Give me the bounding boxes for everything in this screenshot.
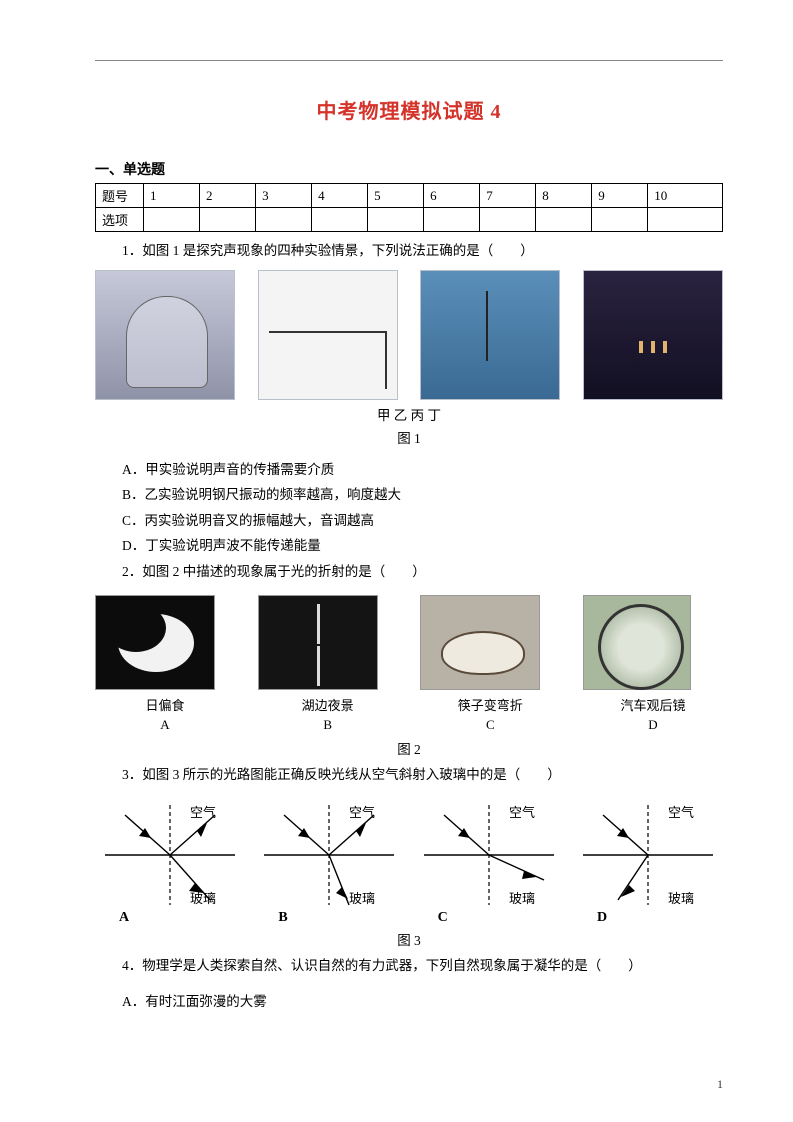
row-label: 题号 [96,184,144,208]
refraction-diagram-c-icon: 空气 玻璃 [414,795,564,925]
page-number: 1 [717,1077,723,1092]
q2-fig-label: 图 2 [95,739,723,762]
caption: 日偏食 [145,698,184,713]
header-rule [95,60,723,61]
table-cell [368,208,424,232]
option-letter: D [648,717,657,732]
table-cell: 4 [312,184,368,208]
option-letter: C [438,910,448,926]
bent-chopstick-icon [420,595,540,690]
svg-text:空气: 空气 [668,805,694,820]
candle-sound-icon [583,270,723,400]
q3-stem: 3．如图 3 所示的光路图能正确反映光线从空气斜射入玻璃中的是（ ） [95,762,723,788]
caption: 筷子变弯折 [458,698,523,713]
solar-eclipse-icon [95,595,215,690]
row-label: 选项 [96,208,144,232]
svg-text:玻璃: 玻璃 [190,891,216,906]
option-letter: B [323,717,332,732]
option-letter: B [278,910,287,926]
q2-image-row: 日偏食 A 湖边夜景 B 筷子变弯折 C 汽车观后镜 D [95,595,723,735]
table-row: 选项 [96,208,723,232]
table-cell: 1 [144,184,200,208]
q3-option-a: 空气 玻璃 A [95,795,245,930]
q1-fig-甲 [95,270,235,405]
ruler-vibration-icon [258,270,398,400]
q3-fig-label: 图 3 [95,930,723,953]
q1-fig-label: 图 1 [95,428,723,451]
table-cell [480,208,536,232]
caption: 湖边夜景 [302,698,354,713]
q2-label-c: 筷子变弯折 C [420,696,560,735]
table-cell: 3 [256,184,312,208]
table-cell [200,208,256,232]
table-cell [424,208,480,232]
table-cell [144,208,200,232]
q2-label-d: 汽车观后镜 D [583,696,723,735]
q1-image-row [95,270,723,405]
option-letter: D [597,910,607,926]
section-heading: 一、单选题 [95,159,723,179]
tuning-fork-icon [420,270,560,400]
svg-text:玻璃: 玻璃 [668,891,694,906]
q2-option-a: 日偏食 A [95,595,235,735]
table-row: 题号 1 2 3 4 5 6 7 8 9 10 [96,184,723,208]
table-cell: 2 [200,184,256,208]
svg-text:玻璃: 玻璃 [349,891,375,906]
bell-jar-icon [95,270,235,400]
svg-text:玻璃: 玻璃 [509,891,535,906]
table-cell: 8 [536,184,592,208]
option-letter: A [160,717,169,732]
q4-option-a: A．有时江面弥漫的大雾 [122,989,723,1015]
q1-fig-丁 [583,270,723,405]
q1-option-b: B．乙实验说明钢尺振动的频率越高，响度越大 [122,482,723,508]
table-cell [648,208,723,232]
q1-fig-丙 [420,270,560,405]
option-letter: C [486,717,495,732]
q2-option-c: 筷子变弯折 C [420,595,560,735]
table-cell: 9 [592,184,648,208]
table-cell: 5 [368,184,424,208]
q2-stem: 2．如图 2 中描述的现象属于光的折射的是（ ） [95,559,723,585]
q4-stem: 4．物理学是人类探索自然、认识自然的有力武器，下列自然现象属于凝华的是（ ） [95,953,723,979]
lake-reflection-icon [258,595,378,690]
table-cell [536,208,592,232]
q1-option-d: D．丁实验说明声波不能传递能量 [122,533,723,559]
refraction-diagram-b-icon: 空气 玻璃 [254,795,404,925]
q3-option-c: 空气 玻璃 C [414,795,564,930]
q1-fig-乙 [258,270,398,405]
table-cell [256,208,312,232]
q2-label-b: 湖边夜景 B [258,696,398,735]
q1-stem: 1．如图 1 是探究声现象的四种实验情景，下列说法正确的是（ ） [95,238,723,264]
refraction-diagram-d-icon: 空气 玻璃 [573,795,723,925]
svg-text:空气: 空气 [190,805,216,820]
table-cell: 10 [648,184,723,208]
q3-option-d: 空气 玻璃 D [573,795,723,930]
q1-option-a: A．甲实验说明声音的传播需要介质 [122,457,723,483]
q2-label-a: 日偏食 A [95,696,235,735]
table-cell [592,208,648,232]
rearview-mirror-icon [583,595,691,690]
q2-option-b: 湖边夜景 B [258,595,398,735]
table-cell: 7 [480,184,536,208]
q1-subcaption: 甲 乙 丙 丁 [95,405,723,428]
q2-option-d: 汽车观后镜 D [583,595,723,735]
table-cell [312,208,368,232]
table-cell: 6 [424,184,480,208]
svg-text:空气: 空气 [349,805,375,820]
option-letter: A [119,910,129,926]
exam-page: 中考物理模拟试题 4 一、单选题 题号 1 2 3 4 5 6 7 8 9 10… [0,0,793,1122]
q3-diagram-row: 空气 玻璃 A 空气 玻璃 B [95,795,723,930]
page-title: 中考物理模拟试题 4 [95,95,723,124]
q1-option-c: C．丙实验说明音叉的振幅越大，音调越高 [122,508,723,534]
answer-table: 题号 1 2 3 4 5 6 7 8 9 10 选项 [95,183,723,232]
q3-option-b: 空气 玻璃 B [254,795,404,930]
refraction-diagram-a-icon: 空气 玻璃 [95,795,245,925]
svg-text:空气: 空气 [509,805,535,820]
caption: 汽车观后镜 [620,698,685,713]
